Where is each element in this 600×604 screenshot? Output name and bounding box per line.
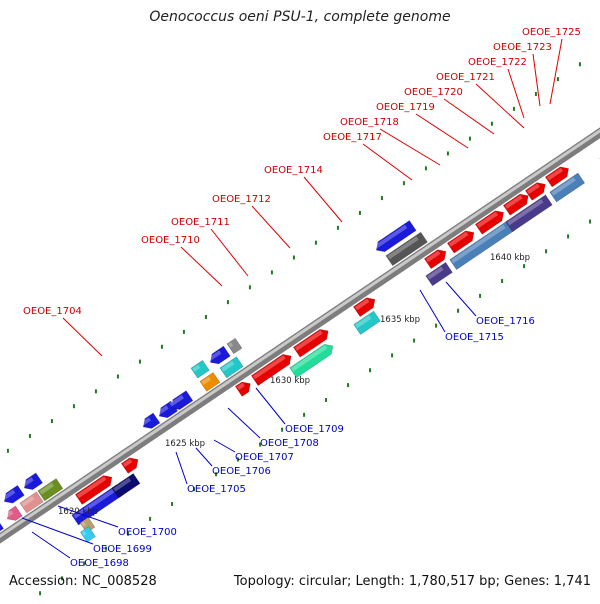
leader-line — [228, 408, 260, 438]
gene-label-below[interactable]: OEOE_1716 — [476, 316, 535, 327]
page-title: Oenococcus oeni PSU-1, complete genome — [0, 9, 600, 25]
gene-label-above[interactable]: OEOE_1725 — [522, 27, 581, 38]
leader-line — [444, 99, 494, 134]
gene-label-above[interactable]: OEOE_1723 — [493, 42, 552, 53]
gene-label-below[interactable]: OEOE_1708 — [260, 438, 319, 449]
leader-line — [256, 388, 285, 424]
gene-label-above[interactable]: OEOE_1722 — [468, 57, 527, 68]
gene-grey-b[interactable] — [227, 338, 242, 354]
leader-line — [508, 69, 524, 118]
leader-line — [196, 448, 212, 466]
gene-label-above[interactable]: OEOE_1721 — [436, 72, 495, 83]
gene-cyan-b[interactable] — [191, 360, 209, 378]
gene-label-above[interactable]: OEOE_1712 — [212, 194, 271, 205]
leader-line — [420, 290, 445, 332]
scale-label: 1630 kbp — [270, 376, 310, 386]
gene-label-above[interactable]: OEOE_1711 — [171, 217, 230, 228]
leader-line — [176, 452, 187, 484]
leader-line — [380, 129, 440, 165]
scale-label: 1620 kbp — [58, 507, 98, 517]
gene-oeoe-1714-cyan[interactable] — [354, 311, 381, 334]
gene-label-above[interactable]: OEOE_1720 — [404, 87, 463, 98]
accession-text: Accession: NC_008528 — [9, 574, 157, 589]
gene-label-above[interactable]: OEOE_1710 — [141, 235, 200, 246]
leader-line — [446, 282, 476, 316]
gene-label-above[interactable]: OEOE_1718 — [340, 117, 399, 128]
gene-label-below[interactable]: OEOE_1700 — [118, 527, 177, 538]
leader-line — [214, 440, 235, 452]
leader-line — [304, 177, 342, 222]
leader-line — [416, 114, 468, 148]
leader-line — [32, 532, 70, 558]
leader-line — [181, 247, 222, 286]
gene-label-below[interactable]: OEOE_1709 — [285, 424, 344, 435]
gene-label-below[interactable]: OEOE_1699 — [93, 544, 152, 555]
gene-label-above[interactable]: OEOE_1704 — [23, 306, 82, 317]
leader-line — [63, 318, 102, 356]
scale-label: 1635 kbp — [380, 315, 420, 325]
gene-label-above[interactable]: OEOE_1717 — [323, 132, 382, 143]
leader-line — [252, 206, 290, 248]
gene-label-below[interactable]: OEOE_1706 — [212, 466, 271, 477]
leader-line — [533, 54, 540, 106]
leader-line — [476, 84, 524, 128]
genome-backbone — [0, 126, 600, 545]
leader-line — [211, 229, 248, 276]
gene-label-below[interactable]: OEOE_1715 — [445, 332, 504, 343]
leader-line — [363, 144, 412, 180]
gene-oeoe-1704-navy[interactable] — [112, 474, 140, 499]
genome-summary-text: Topology: circular; Length: 1,780,517 bp… — [234, 574, 591, 589]
gene-label-below[interactable]: OEOE_1705 — [187, 484, 246, 495]
gene-label-below[interactable]: OEOE_1707 — [235, 452, 294, 463]
gene-label-below[interactable]: OEOE_1698 — [70, 558, 129, 569]
scale-label: 1625 kbp — [165, 439, 205, 449]
scale-label: 1640 kbp — [490, 253, 530, 263]
gene-label-above[interactable]: OEOE_1719 — [376, 102, 435, 113]
gene-label-above[interactable]: OEOE_1714 — [264, 165, 323, 176]
